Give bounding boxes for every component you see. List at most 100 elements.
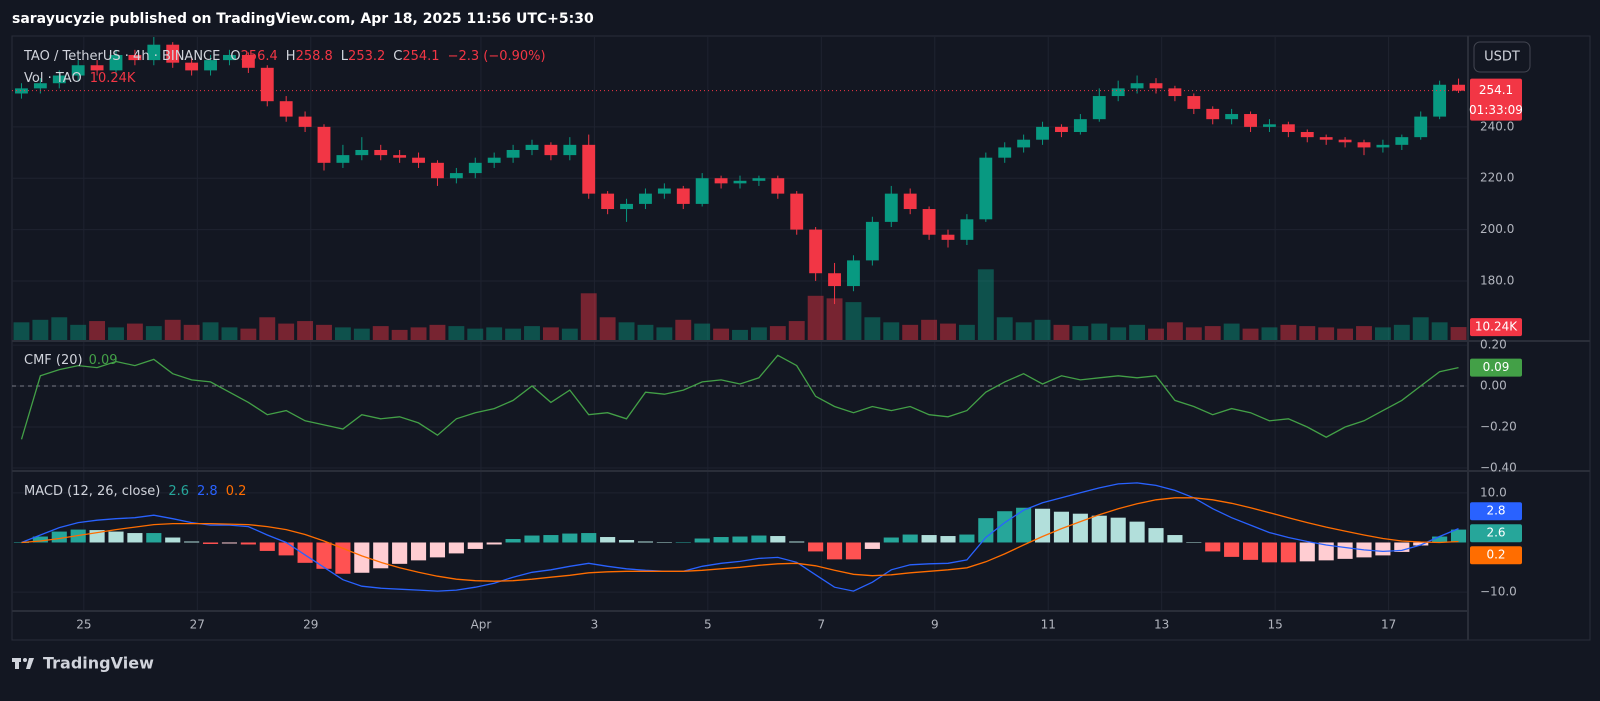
candle-body <box>828 273 841 287</box>
histogram-bar <box>1016 507 1032 543</box>
candle-body <box>52 75 66 84</box>
volume-bar <box>807 295 824 340</box>
volume-bar <box>826 298 843 340</box>
last-value-box <box>1470 502 1522 521</box>
candle-body <box>223 54 236 61</box>
candle-body <box>733 180 747 184</box>
candle-body <box>601 193 615 210</box>
x-tick-label: 25 <box>76 618 91 632</box>
y-tick-label: 10.0 <box>1480 485 1507 499</box>
volume-bar <box>902 324 919 340</box>
candle-body <box>998 147 1012 158</box>
candle-body <box>1017 139 1031 148</box>
histogram-bar <box>240 542 256 545</box>
countdown: 01:33:09 <box>1469 103 1523 117</box>
currency-button-label[interactable]: USDT <box>1484 50 1520 65</box>
candle-body <box>563 144 577 156</box>
logo-part <box>26 658 34 669</box>
volume-bar <box>675 319 692 340</box>
candle-body <box>1338 139 1352 143</box>
histogram-bar <box>581 533 597 543</box>
histogram-bar <box>1053 511 1070 543</box>
candle-body <box>771 178 785 194</box>
y-tick-label: −0.40 <box>1480 460 1517 474</box>
x-tick-label: 27 <box>190 618 205 632</box>
candle-body <box>809 229 823 274</box>
x-tick-label: 3 <box>591 618 599 632</box>
volume-bar <box>391 329 408 340</box>
currency-button[interactable]: USDT <box>1473 41 1531 73</box>
candle-body <box>487 157 501 163</box>
candle-body <box>1055 126 1068 133</box>
last-value-box <box>1470 358 1522 377</box>
volume-bar <box>221 327 238 340</box>
candle-body <box>695 178 709 204</box>
histogram-value: 2.6 <box>168 484 189 499</box>
indicator-line <box>20 354 1459 440</box>
histogram-bar <box>316 542 332 569</box>
volume-bar <box>864 317 881 340</box>
volume-bar <box>410 327 427 340</box>
histogram-bar <box>732 536 748 543</box>
candle-body <box>468 162 482 174</box>
ohlc-value: 254.1 <box>402 49 439 64</box>
histogram-bar <box>486 542 502 545</box>
symbol: TAO / TetherUS · 4h · BINANCE <box>23 49 220 64</box>
volume-bar <box>89 321 106 340</box>
chart-frame <box>11 35 1591 641</box>
cmf-value: 0.09 <box>89 353 118 368</box>
last-value: 0.2 <box>1486 548 1505 562</box>
volume-bar <box>1393 324 1410 340</box>
candle-body <box>1300 132 1314 138</box>
volume-bar <box>732 329 748 340</box>
volume-bar <box>164 319 181 340</box>
y-tick-label: −10.0 <box>1480 585 1517 599</box>
candle-body <box>185 62 199 71</box>
histogram-bar <box>51 531 67 543</box>
histogram-bar <box>410 542 427 561</box>
histogram-bar <box>1167 535 1183 543</box>
candle-body <box>1206 108 1220 120</box>
x-tick-label: 17 <box>1381 618 1396 632</box>
candle-body <box>525 144 539 150</box>
candle-body <box>147 44 161 61</box>
volume-bar <box>1034 319 1051 340</box>
histogram-bar <box>373 542 389 569</box>
histogram-bar <box>429 542 446 558</box>
candle-body <box>15 88 28 94</box>
candle-body <box>1187 96 1201 109</box>
candle-body <box>620 203 633 210</box>
histogram-bar <box>108 531 124 543</box>
histogram-bar <box>959 534 975 543</box>
currency-button-frame[interactable] <box>1473 41 1531 73</box>
logo-part <box>15 658 19 669</box>
histogram-bar <box>1337 542 1353 559</box>
histogram-bar <box>864 542 880 549</box>
volume-bar <box>1129 324 1146 340</box>
volume-bar <box>656 327 673 340</box>
volume-bar <box>353 328 370 340</box>
histogram-bar <box>1110 517 1126 543</box>
candle-body <box>1130 83 1144 89</box>
histogram-bar <box>713 537 729 543</box>
histogram-bar <box>1375 542 1391 556</box>
candle-body <box>582 144 596 194</box>
candle-body <box>1092 96 1106 120</box>
candle-body <box>1357 142 1371 148</box>
volume-bar <box>1242 328 1259 340</box>
candle-body <box>1149 83 1163 89</box>
candle-body <box>1281 124 1295 133</box>
volume-bar <box>1431 322 1448 340</box>
candle-body <box>1073 119 1087 133</box>
candle-body <box>752 178 766 181</box>
signal-value: 0.2 <box>226 484 247 499</box>
candle-body <box>865 221 879 261</box>
volume-bar <box>1318 327 1335 340</box>
histogram-bar <box>883 537 899 543</box>
volume-bar <box>505 328 522 340</box>
volume-bar <box>921 319 938 340</box>
macd-value: 2.8 <box>197 484 218 499</box>
volume-bar <box>1261 327 1278 340</box>
